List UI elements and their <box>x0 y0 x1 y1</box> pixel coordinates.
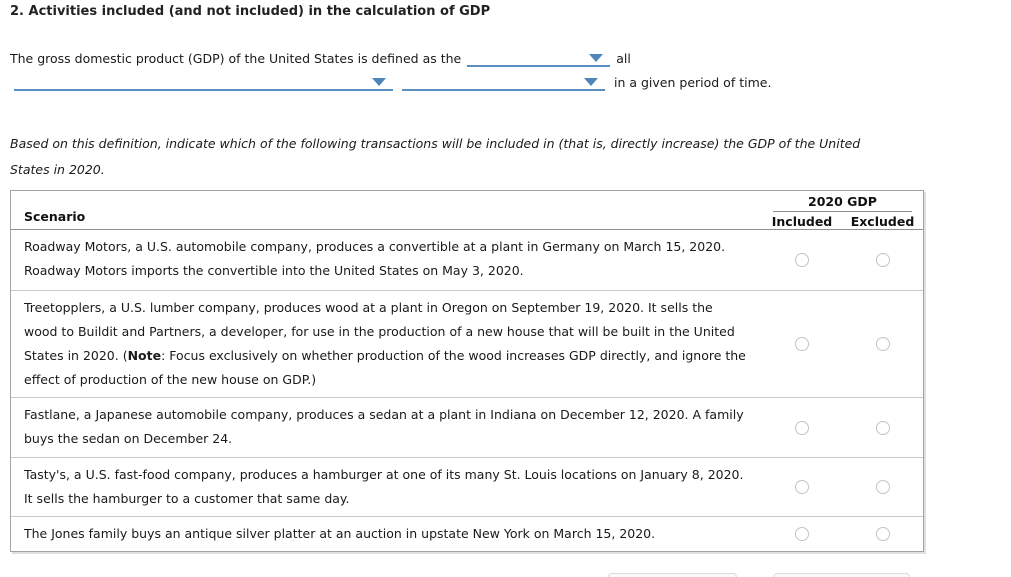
partial-button-left[interactable] <box>608 573 737 577</box>
excluded-cell <box>842 230 923 290</box>
table-row: Tasty's, a U.S. fast-food company, produ… <box>11 457 923 516</box>
gdp-group-underline: 2020 GDP <box>773 191 912 212</box>
scenario-text: The Jones family buys an antique silver … <box>24 526 656 541</box>
table-row: Roadway Motors, a U.S. automobile compan… <box>11 230 923 290</box>
scenario-text: Treetopplers, a U.S. lumber company, pro… <box>24 300 746 387</box>
table-row: The Jones family buys an antique silver … <box>11 516 923 551</box>
included-column-header: Included <box>771 214 833 229</box>
excluded-radio[interactable] <box>875 480 890 494</box>
excluded-cell <box>842 291 923 397</box>
table-row: Fastlane, a Japanese automobile company,… <box>11 397 923 457</box>
included-radio[interactable] <box>795 337 809 351</box>
excluded-cell <box>842 398 923 457</box>
included-cell <box>762 398 842 457</box>
gdp-definition-dropdown-2[interactable] <box>14 71 393 91</box>
table-row: Treetopplers, a U.S. lumber company, pro… <box>11 290 923 397</box>
included-cell <box>762 230 842 290</box>
excluded-radio[interactable] <box>875 527 890 541</box>
included-radio[interactable] <box>795 253 809 267</box>
excluded-column-header: Excluded <box>850 214 915 229</box>
scenario-text: Fastlane, a Japanese automobile company,… <box>24 407 744 446</box>
table-body: Roadway Motors, a U.S. automobile compan… <box>11 230 923 551</box>
page-title: 2. Activities included (and not included… <box>10 4 491 19</box>
gdp-group-header: 2020 GDP <box>808 194 877 209</box>
definition-lead-text: The gross domestic product (GDP) of the … <box>10 51 462 66</box>
gdp-subcolumns: Included Excluded <box>762 212 923 229</box>
gdp-definition-dropdown-1[interactable] <box>467 47 611 67</box>
dropdown-arrow-icon <box>372 78 386 86</box>
gdp-definition-dropdown-3[interactable] <box>402 71 605 91</box>
included-radio[interactable] <box>795 527 809 541</box>
instruction-text: Based on this definition, indicate which… <box>10 136 861 177</box>
included-cell <box>762 517 842 551</box>
gdp-column-group: 2020 GDP Included Excluded <box>762 191 923 229</box>
scenario-text: Tasty's, a U.S. fast-food company, produ… <box>24 467 744 506</box>
definition-line-1: The gross domestic product (GDP) of the … <box>10 47 631 67</box>
excluded-radio[interactable] <box>875 337 890 351</box>
included-cell <box>762 458 842 516</box>
table-header: Scenario 2020 GDP Included Excluded <box>11 191 923 230</box>
scenario-column-header: Scenario <box>24 209 86 224</box>
excluded-cell <box>842 517 923 551</box>
scenario-text: Roadway Motors, a U.S. automobile compan… <box>24 239 726 278</box>
partial-button-right[interactable] <box>773 573 910 577</box>
excluded-radio[interactable] <box>875 253 890 267</box>
included-radio[interactable] <box>795 420 809 435</box>
scenario-table: Scenario 2020 GDP Included Excluded Road… <box>10 190 924 552</box>
excluded-cell <box>842 458 923 516</box>
definition-tail-text: in a given period of time. <box>614 75 772 90</box>
definition-text-all: all <box>616 51 631 66</box>
included-radio[interactable] <box>795 480 809 494</box>
included-cell <box>762 291 842 397</box>
excluded-radio[interactable] <box>875 420 890 435</box>
dropdown-arrow-icon <box>589 54 604 62</box>
dropdown-arrow-icon <box>584 78 598 86</box>
definition-line-2: in a given period of time. <box>14 71 771 91</box>
